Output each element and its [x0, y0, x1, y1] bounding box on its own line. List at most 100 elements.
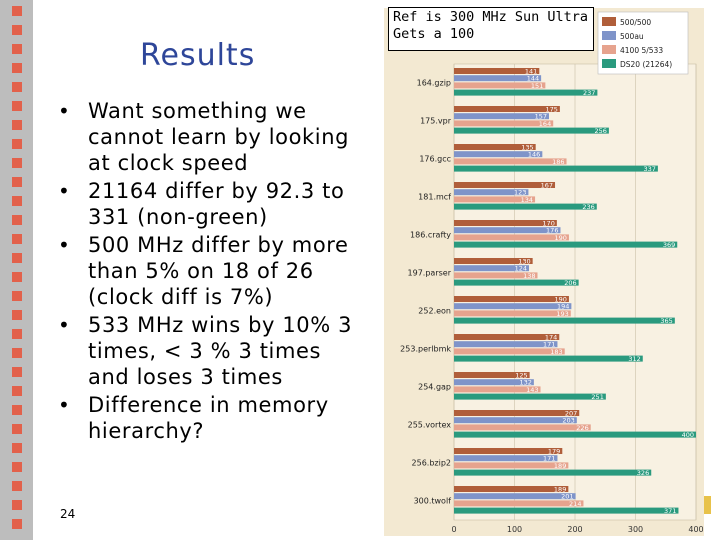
stripe-square [12, 348, 22, 358]
bar [454, 151, 543, 158]
bar-value-label: 189 [554, 462, 566, 470]
bar [454, 144, 536, 150]
bar-value-label: 135 [521, 143, 533, 151]
bar-value-label: 326 [637, 469, 649, 477]
bar-value-label: 171 [543, 455, 555, 463]
stripe-square [12, 44, 22, 54]
category-label: 300.twolf [414, 496, 452, 505]
bar [454, 241, 678, 248]
bar [454, 507, 679, 514]
x-tick-label: 400 [688, 525, 703, 534]
bar [454, 127, 609, 134]
stripe-square [12, 177, 22, 187]
x-tick-label: 300 [628, 525, 643, 534]
bullet-dot-icon: • [58, 313, 71, 337]
legend-label: DS20 (21264) [620, 60, 672, 69]
stripe-square [12, 139, 22, 149]
bar [454, 486, 569, 492]
bullet-list: • Want something we cannot learn by looki… [58, 98, 358, 446]
slide-title: Results [140, 38, 256, 73]
bar [454, 386, 541, 393]
decorative-side-stripe [0, 0, 33, 540]
legend-label: 500/500 [620, 18, 651, 27]
bar [454, 113, 549, 120]
bar-value-label: 400 [682, 431, 694, 439]
bar [454, 120, 554, 127]
footer-mark [704, 496, 711, 514]
stripe-pattern [0, 0, 33, 540]
legend-swatch [602, 45, 616, 54]
stripe-square [12, 158, 22, 168]
bar-value-label: 175 [545, 105, 557, 113]
bar-value-label: 146 [528, 151, 540, 159]
bar-value-label: 312 [628, 355, 640, 363]
bar [454, 296, 569, 302]
stripe-square [12, 120, 22, 130]
bar [454, 227, 561, 234]
bar [454, 303, 572, 310]
reference-note: Ref is 300 MHz Sun Ultra Gets a 100 [388, 7, 594, 51]
bar [454, 355, 643, 362]
stripe-square [12, 481, 22, 491]
bar-value-label: 125 [515, 371, 527, 379]
legend-label: 500au [620, 32, 644, 41]
stripe-square [12, 424, 22, 434]
bar [454, 493, 576, 500]
slide-number: 24 [60, 507, 76, 521]
category-label: 186.crafty [410, 230, 451, 239]
bar-value-label: 201 [561, 493, 573, 501]
bar [454, 196, 536, 203]
bullet-text: Difference in memory hierarchy? [88, 393, 329, 443]
category-label: 255.vortex [408, 420, 452, 429]
stripe-square [12, 25, 22, 35]
stripe-square [12, 291, 22, 301]
benchmark-chart-svg: 0 100 200 300 400141144151237164.gzip1751571… [384, 8, 704, 536]
x-tick-label: 100 [507, 525, 522, 534]
stripe-square [12, 462, 22, 472]
bar-value-label: 174 [545, 333, 557, 341]
bar [454, 431, 696, 438]
bar-value-label: 251 [591, 393, 603, 401]
bar [454, 341, 558, 348]
stripe-square [12, 386, 22, 396]
benchmark-chart: 0 100 200 300 400 141 144 151 237 164.gzip 175 157 1… [384, 8, 704, 536]
bar-value-label: 369 [663, 241, 675, 249]
bullet-dot-icon: • [58, 179, 71, 203]
bullet-dot-icon: • [58, 99, 71, 123]
bar [454, 158, 567, 165]
stripe-square [12, 310, 22, 320]
bar-value-label: 186 [552, 158, 564, 166]
stripe-background [0, 0, 33, 540]
bar-value-label: 134 [521, 196, 533, 204]
bullet-text: 21164 differ by 92.3 to 331 (non-green) [88, 179, 345, 229]
bar [454, 310, 571, 317]
bar-value-label: 236 [582, 203, 594, 211]
legend: 500/500 500au 4100 5/533 DS20 (21264) [597, 11, 689, 75]
bar [454, 448, 563, 454]
category-label: 252.eon [418, 306, 451, 315]
stripe-square [12, 272, 22, 282]
stripe-square [12, 101, 22, 111]
category-label: 164.gzip [417, 78, 451, 87]
bullet-item: • 533 MHz wins by 10% 3 times, < 3 % 3 ti… [58, 312, 358, 390]
bar-value-label: 207 [565, 409, 577, 417]
bar [454, 189, 529, 196]
stripe-square [12, 82, 22, 92]
bar [454, 410, 580, 416]
bar-value-label: 189 [554, 485, 566, 493]
bar-value-label: 365 [660, 317, 672, 325]
bar-value-label: 151 [531, 82, 543, 90]
legend-swatch [602, 17, 616, 26]
bullet-text: 533 MHz wins by 10% 3 times, < 3 % 3 tim… [88, 313, 353, 389]
bar-value-label: 226 [576, 424, 588, 432]
bullet-text: Want something we cannot learn by lookin… [88, 99, 350, 175]
bar [454, 455, 558, 462]
legend-label: 4100 5/533 [620, 46, 663, 55]
bar [454, 500, 584, 507]
bar-value-label: 256 [594, 127, 606, 135]
stripe-square [12, 253, 22, 263]
category-label: 254.gap [418, 382, 451, 391]
stripe-square [12, 196, 22, 206]
stripe-square [12, 6, 22, 16]
bar-value-label: 193 [556, 310, 568, 318]
